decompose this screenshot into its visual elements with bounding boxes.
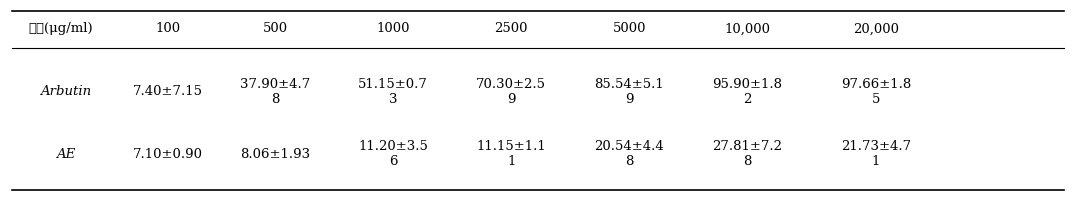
Text: 85.54±5.1
9: 85.54±5.1 9 — [594, 78, 664, 106]
Text: 100: 100 — [155, 22, 181, 35]
Text: 1000: 1000 — [377, 22, 410, 35]
Text: 95.90±1.8
2: 95.90±1.8 2 — [712, 78, 782, 106]
Text: 농도(μg/ml): 농도(μg/ml) — [28, 22, 93, 35]
Text: 8.06±1.93: 8.06±1.93 — [240, 148, 310, 161]
Text: 20,000: 20,000 — [853, 22, 900, 35]
Text: 37.90±4.7
8: 37.90±4.7 8 — [240, 78, 310, 106]
Text: 500: 500 — [263, 22, 287, 35]
Text: 11.15±1.1
1: 11.15±1.1 1 — [477, 140, 546, 168]
Text: 11.20±3.5
6: 11.20±3.5 6 — [358, 140, 428, 168]
Text: 20.54±4.4
8: 20.54±4.4 8 — [594, 140, 664, 168]
Text: 5000: 5000 — [612, 22, 646, 35]
Text: 7.40±7.15: 7.40±7.15 — [132, 85, 202, 98]
Text: 21.73±4.7
1: 21.73±4.7 1 — [841, 140, 911, 168]
Text: 27.81±7.2
8: 27.81±7.2 8 — [712, 140, 782, 168]
Text: 7.10±0.90: 7.10±0.90 — [132, 148, 202, 161]
Text: 70.30±2.5
9: 70.30±2.5 9 — [477, 78, 547, 106]
Text: 97.66±1.8
5: 97.66±1.8 5 — [841, 78, 911, 106]
Text: AE: AE — [56, 148, 75, 161]
Text: Arbutin: Arbutin — [40, 85, 91, 98]
Text: 10,000: 10,000 — [724, 22, 770, 35]
Text: 2500: 2500 — [494, 22, 528, 35]
Text: 51.15±0.7
3: 51.15±0.7 3 — [358, 78, 428, 106]
